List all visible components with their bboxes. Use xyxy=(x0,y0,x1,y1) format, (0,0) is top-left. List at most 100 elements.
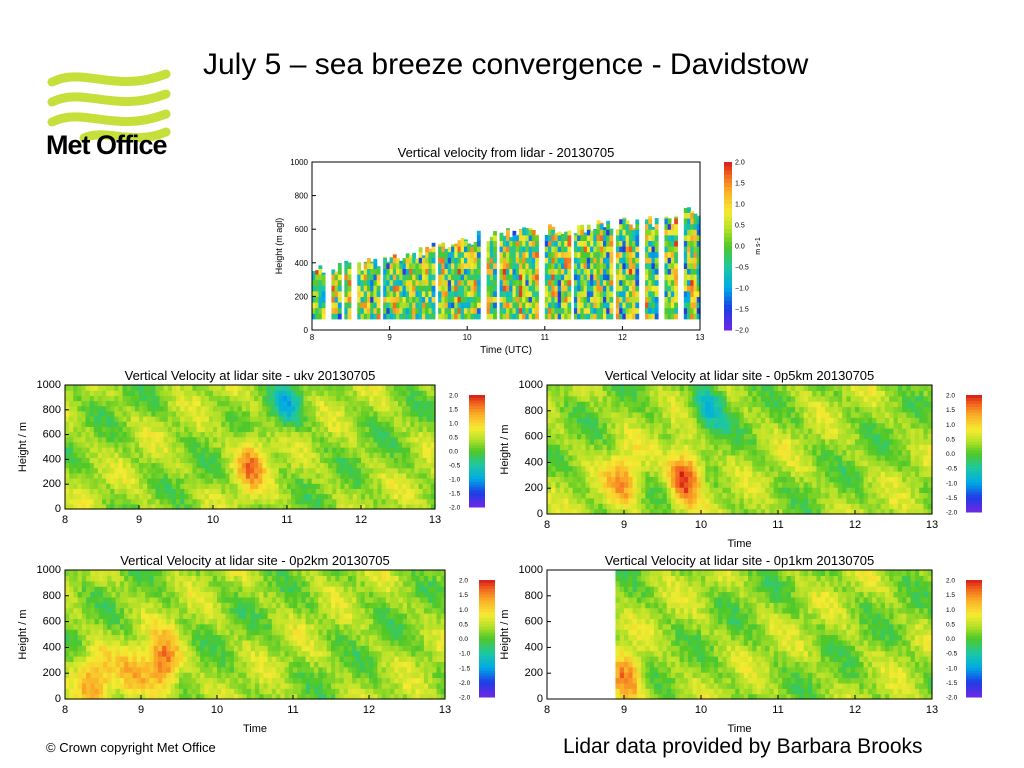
chart-svg: Vertical Velocity at lidar site - 0p5km … xyxy=(499,368,982,550)
heat-cell xyxy=(213,395,218,402)
heat-cell xyxy=(250,431,255,438)
heat-cell xyxy=(118,385,124,391)
heat-cell xyxy=(377,421,383,427)
heat-cell xyxy=(748,385,753,391)
heat-cell xyxy=(65,478,70,484)
heat-cell xyxy=(196,472,202,479)
heat-cell xyxy=(654,240,659,247)
heat-cell xyxy=(402,410,407,417)
heat-cell xyxy=(163,462,169,469)
heat-cell xyxy=(692,460,698,467)
heat-cell xyxy=(696,385,702,391)
heat-cell xyxy=(572,422,578,429)
heat-cell xyxy=(454,313,459,320)
heat-cell xyxy=(551,240,556,247)
heat-cell xyxy=(654,229,659,236)
heat-cell xyxy=(167,441,173,448)
heat-cell xyxy=(217,457,222,464)
heat-cell xyxy=(373,447,379,453)
heat-cell xyxy=(713,508,719,515)
heat-cell xyxy=(143,498,148,505)
heat-cell xyxy=(159,385,165,391)
heat-cell xyxy=(564,307,569,314)
heat-cell xyxy=(632,390,638,397)
heat-cell xyxy=(366,296,371,303)
heat-cell xyxy=(225,488,231,495)
heat-cell xyxy=(557,240,562,247)
heat-cell xyxy=(274,436,280,443)
colorbar-step xyxy=(469,417,485,421)
heat-cell xyxy=(499,279,504,286)
heat-cell xyxy=(713,428,719,434)
heat-cell xyxy=(756,438,762,445)
heat-cell xyxy=(406,503,411,510)
heat-cell xyxy=(544,296,549,303)
heat-cell xyxy=(447,307,452,314)
heat-cell xyxy=(557,279,562,286)
heat-cell xyxy=(118,467,124,474)
heat-cell xyxy=(636,417,642,424)
heat-cell xyxy=(143,431,148,438)
heat-cell xyxy=(114,426,120,433)
heat-cell xyxy=(598,476,604,483)
heat-cell xyxy=(454,246,459,253)
heat-cell xyxy=(229,385,235,391)
heat-cell xyxy=(554,290,559,297)
heat-cell xyxy=(648,223,653,230)
heat-cell xyxy=(573,274,578,281)
heat-cell xyxy=(651,313,656,320)
heat-cell xyxy=(667,234,672,241)
heat-cell xyxy=(184,447,189,453)
heat-cell xyxy=(583,268,588,275)
heat-cell xyxy=(555,406,561,413)
heat-cell xyxy=(625,229,630,236)
heat-cell xyxy=(577,262,581,269)
heat-cell xyxy=(535,234,539,241)
heat-cell xyxy=(114,462,120,469)
heat-cell xyxy=(653,417,659,424)
heat-cell xyxy=(722,444,728,451)
heat-cell xyxy=(581,433,587,440)
heat-cell xyxy=(735,492,741,499)
heat-cell xyxy=(344,400,350,407)
heat-cell xyxy=(628,481,634,488)
heat-cell xyxy=(551,417,557,424)
heat-cell xyxy=(544,234,549,241)
heat-cell xyxy=(225,431,231,438)
heat-cell xyxy=(348,416,354,422)
heat-cell xyxy=(213,410,218,417)
heat-cell xyxy=(159,462,165,469)
heat-cell xyxy=(167,385,173,391)
heat-cell xyxy=(590,234,594,241)
heat-cell xyxy=(590,302,594,309)
heat-cell xyxy=(611,476,617,483)
heat-cell xyxy=(361,400,366,407)
heat-cell xyxy=(340,431,346,438)
heat-cell xyxy=(589,481,595,488)
heat-cell xyxy=(381,410,387,417)
heat-cell xyxy=(560,290,565,297)
heat-cell xyxy=(525,234,530,241)
heat-cell xyxy=(743,492,749,499)
heat-cell xyxy=(254,426,259,433)
heat-cell xyxy=(675,487,681,494)
heat-cell xyxy=(312,296,316,303)
heat-cell xyxy=(376,274,381,281)
heat-cell xyxy=(369,416,374,422)
heat-cell xyxy=(693,240,698,247)
heat-cell xyxy=(611,497,617,504)
heat-cell xyxy=(361,390,366,396)
heat-cell xyxy=(352,472,358,479)
heat-cell xyxy=(385,498,391,505)
heat-cell xyxy=(81,436,87,443)
heat-cell xyxy=(567,296,572,303)
heat-cell xyxy=(683,257,688,264)
heat-cell xyxy=(696,476,702,483)
heat-cell xyxy=(628,422,634,429)
heat-cell xyxy=(225,503,231,510)
heat-cell xyxy=(572,497,578,504)
heat-cell xyxy=(262,488,268,495)
heat-cell xyxy=(564,471,569,477)
heat-cell xyxy=(554,234,559,241)
heat-cell xyxy=(726,454,732,461)
